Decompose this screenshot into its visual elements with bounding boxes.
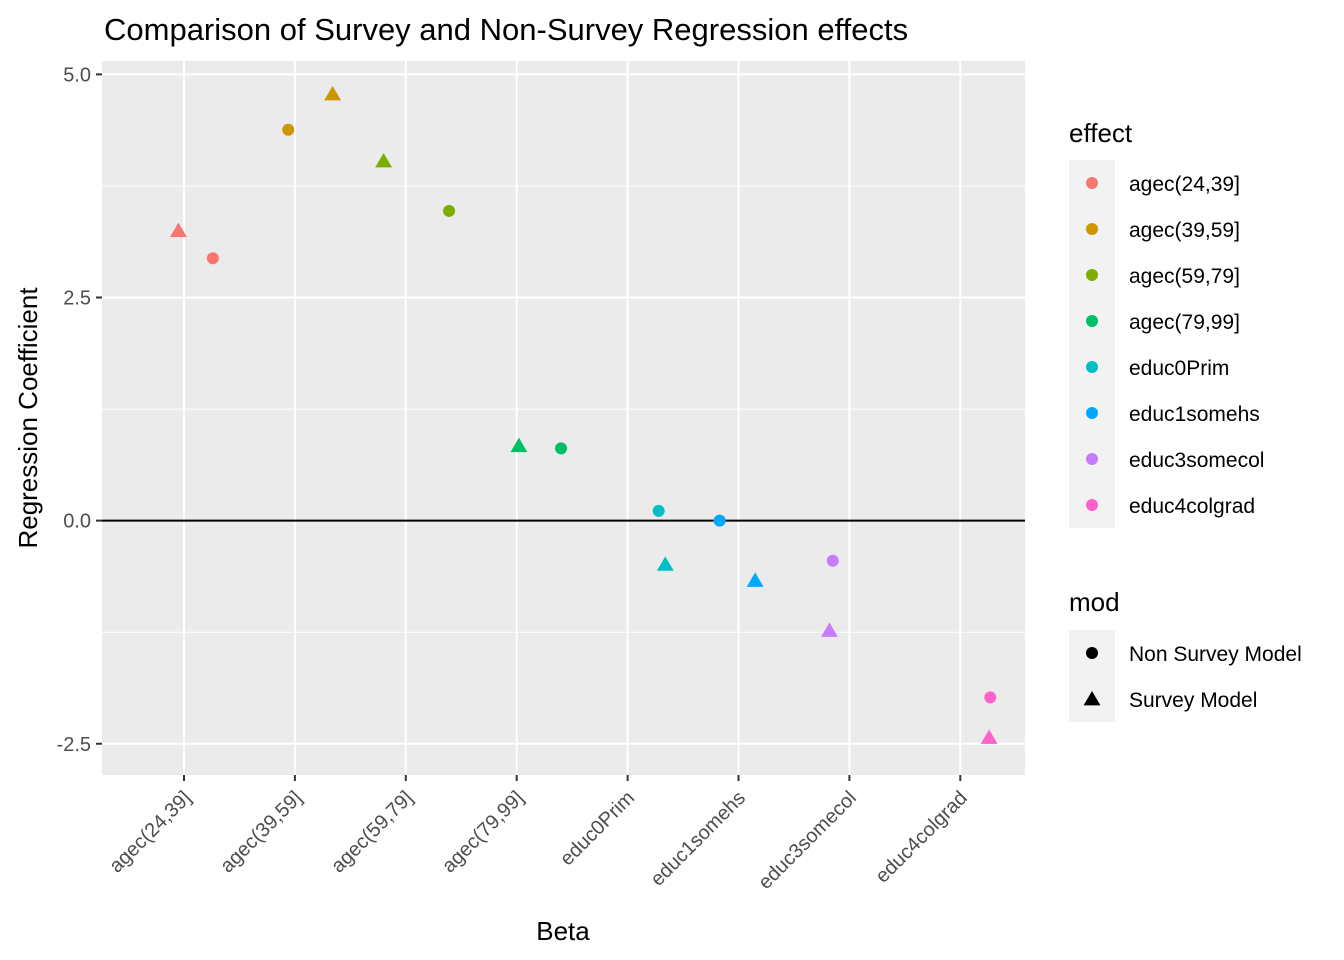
x-tick-label: educ0Prim <box>556 787 639 870</box>
point-non-survey-educ0prim <box>652 504 665 517</box>
legend-mod-title: mod <box>1069 587 1120 617</box>
point-survey-educ1somehs <box>746 572 764 587</box>
point-non-survey-educ3somecol <box>826 554 839 567</box>
point-survey-agec-59-79 <box>375 152 393 168</box>
point-non-survey-educ4colgrad <box>984 691 997 704</box>
x-tick-label: educ4colgrad <box>871 787 971 887</box>
legend-key-educ3somecol <box>1086 453 1098 465</box>
x-tick-label: educ3somecol <box>754 787 861 894</box>
point-non-survey-agec-59-79 <box>443 204 456 217</box>
point-non-survey-agec-24-39 <box>206 252 219 265</box>
legend-label-agec-24-39: agec(24,39] <box>1129 173 1240 196</box>
x-tick-label: agec(59,79] <box>327 787 417 877</box>
point-survey-educ3somecol <box>821 622 838 637</box>
point-survey-educ0prim <box>656 556 674 571</box>
x-axis-title: Beta <box>536 916 590 946</box>
x-tick-label: agec(39,59] <box>216 787 306 877</box>
legend-key-agec-39-59 <box>1086 223 1098 235</box>
x-tick-label: educ1somehs <box>646 787 750 891</box>
legend-key-educ4colgrad <box>1086 499 1098 511</box>
legend-label-educ1somehs: educ1somehs <box>1129 403 1260 426</box>
legend-key-agec-24-39 <box>1086 177 1098 189</box>
y-tick-label: 0.0 <box>63 511 91 533</box>
y-axis-title: Regression Coefficient <box>13 287 43 549</box>
plot-panel <box>102 61 1025 775</box>
legend-key-agec-59-79 <box>1086 269 1098 281</box>
x-tick-label: agec(24,39] <box>105 787 195 877</box>
legend-key-educ0prim <box>1086 361 1098 373</box>
legend-label-educ0prim: educ0Prim <box>1129 357 1229 380</box>
point-survey-agec-39-59 <box>324 86 342 101</box>
legend-key-agec-79-99 <box>1086 315 1098 327</box>
legend-effect-key-background <box>1069 160 1115 528</box>
y-tick-label: -2.5 <box>57 734 91 756</box>
grid-minor <box>102 185 1025 633</box>
point-survey-agec-24-39 <box>170 222 187 237</box>
legend-label-educ4colgrad: educ4colgrad <box>1129 495 1255 518</box>
chart-title: Comparison of Survey and Non-Survey Regr… <box>104 12 908 47</box>
legend-label-agec-79-99: agec(79,99] <box>1129 311 1240 334</box>
legend-label-non-survey-model: Non Survey Model <box>1129 643 1302 666</box>
legend-label-educ3somecol: educ3somecol <box>1129 449 1264 472</box>
legend-effect-title: effect <box>1069 118 1133 148</box>
point-survey-agec-79-99 <box>510 437 528 453</box>
point-non-survey-agec-39-59 <box>282 123 295 136</box>
point-non-survey-educ1somehs <box>713 514 726 527</box>
y-tick-label: 5.0 <box>63 64 91 86</box>
x-axis: agec(24,39] agec(39,59] agec(59,79] agec(79… <box>105 775 972 894</box>
y-axis: -2.5 0.0 2.5 5.0 <box>57 64 102 756</box>
legend-key-non-survey-model <box>1086 647 1098 659</box>
legend-mod-key-background <box>1069 630 1115 722</box>
legend-label-agec-59-79: agec(59,79] <box>1129 265 1240 288</box>
legend-key-survey-model <box>1083 691 1101 706</box>
data-points <box>170 86 998 744</box>
point-survey-educ4colgrad <box>980 729 998 744</box>
legend-effect: effect agec(24,39] agec(39,59] agec(59,79]… <box>1069 118 1264 528</box>
legend-key-educ1somehs <box>1086 407 1098 419</box>
y-tick-label: 2.5 <box>63 288 91 310</box>
legend-label-agec-39-59: agec(39,59] <box>1129 219 1240 242</box>
legend-mod: mod Non Survey Model Survey Model <box>1069 587 1302 722</box>
x-tick-label: agec(79,99] <box>438 787 528 877</box>
point-non-survey-agec-79-99 <box>555 442 568 455</box>
legend-label-survey-model: Survey Model <box>1129 689 1257 712</box>
